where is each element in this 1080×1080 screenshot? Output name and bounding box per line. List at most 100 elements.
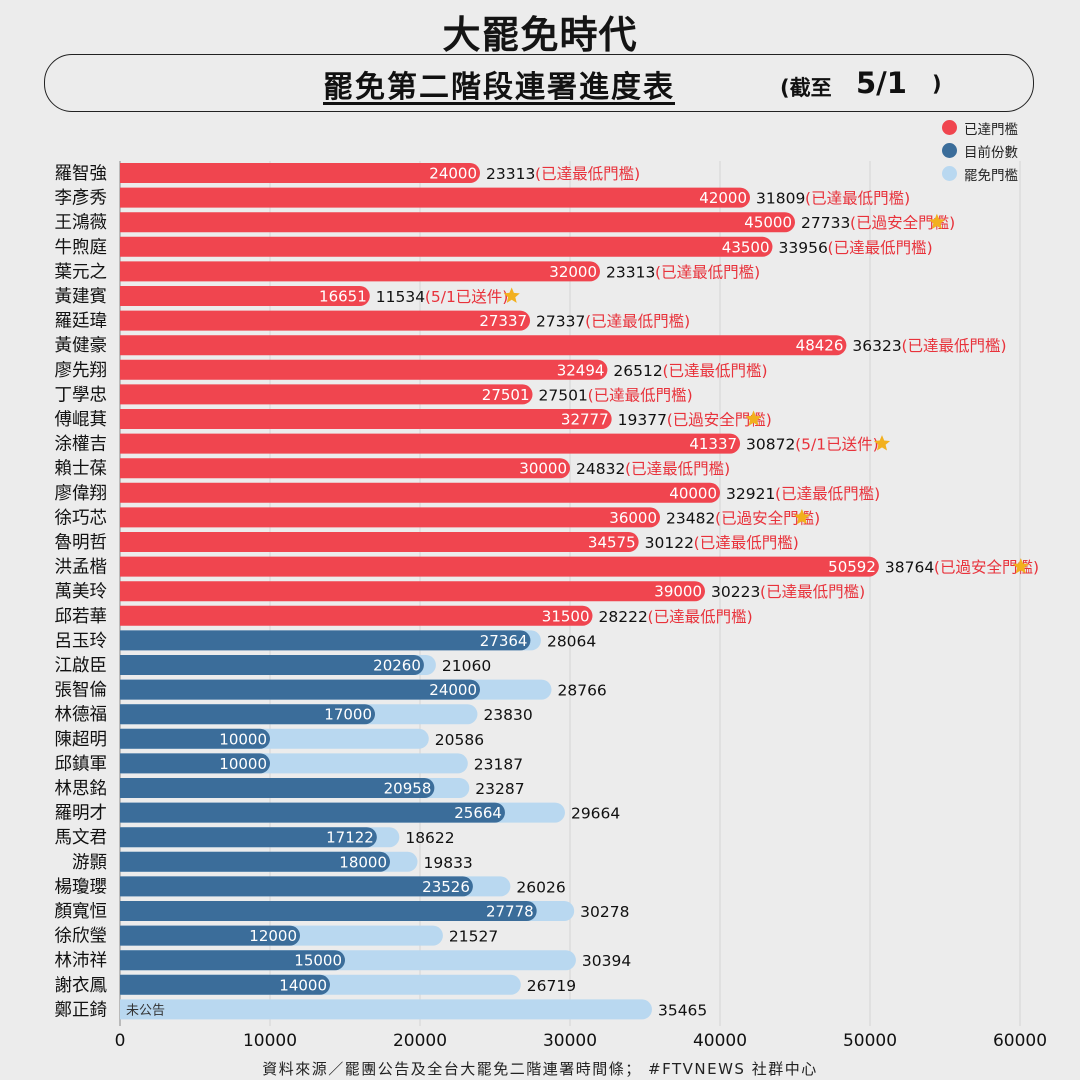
current-bar [120,630,531,651]
current-bar [120,728,270,749]
bar-value-label: 24000 [429,165,477,183]
reached-bar [120,310,531,331]
row-name-label: 張智倫 [55,681,108,701]
threshold-label: 28064 [547,632,596,650]
row-name-label: 鄭正錡 [55,1000,108,1020]
threshold-label: 24832 [576,460,625,478]
x-tick-label: 50000 [843,1031,897,1051]
bar-value-label: 43500 [722,238,770,256]
status-label: (已達最低門檻) [625,460,730,478]
threshold-label: 31809 [756,190,805,208]
row-name-label: 李彥秀 [55,189,108,209]
threshold-label: 18622 [405,829,454,847]
brand-logo: 大罷免時代 [442,12,638,57]
row-name-label: 羅廷瑋 [55,312,108,332]
reached-bar [120,507,660,528]
row-name-label: 羅智強 [55,164,108,184]
bar-value-label: 23526 [422,878,470,896]
bar-value-label: 17000 [324,706,372,724]
reached-bar [120,556,879,577]
threshold-label: 30278 [580,903,629,921]
row-name-label: 賴士葆 [55,459,108,479]
row-name-label: 黃建賓 [55,287,108,307]
row-name-label: 魯明哲 [55,533,108,553]
row-name-label: 廖偉翔 [55,484,108,504]
threshold-label: 33956 [779,239,828,257]
bar-value-label: 27364 [480,632,528,650]
bar-value-label: 18000 [339,853,387,871]
x-tick-label: 0 [115,1031,126,1051]
row-name-label: 顏寬恒 [55,902,108,922]
status-label: (已過安全門檻) [715,509,820,527]
title-date-suffix: ) [932,72,942,96]
reached-bar [120,433,741,454]
bar-value-label: 27337 [479,312,527,330]
status-label: (已達最低門檻) [585,313,690,331]
x-tick-label: 60000 [993,1031,1047,1051]
bar-value-label: 34575 [588,534,636,552]
threshold-label: 28766 [557,682,606,700]
reached-bar [120,212,795,233]
bar-value-label: 27778 [486,903,534,921]
threshold-label: 38764 [885,559,934,577]
bar-value-label: 42000 [699,189,747,207]
reached-bar [120,236,773,257]
threshold-label: 30394 [582,952,631,970]
threshold-label: 27733 [801,214,850,232]
threshold-label: 23313 [606,263,655,281]
row-name-label: 林德福 [55,705,108,725]
star-icon [793,508,810,525]
bar-value-label: 20260 [373,657,421,675]
row-name-label: 涂權吉 [55,435,108,455]
star-icon [503,287,520,303]
reached-bar [120,286,370,306]
row-name-label: 馬文君 [55,828,108,848]
row-name-label: 徐欣瑩 [55,927,108,947]
bar-value-label: 48426 [796,337,844,355]
row-name-label: 廖先翔 [55,361,108,381]
title-date: 5/1 [856,66,907,100]
legend-swatch-current [942,143,957,158]
status-label: (已過安全門檻) [934,559,1039,577]
x-tick-label: 10000 [243,1031,297,1051]
threshold-bar [120,999,652,1020]
row-name-label: 林沛祥 [55,951,108,971]
bar-value-label: 14000 [279,976,327,994]
bar-value-label: 40000 [669,484,717,502]
row-name-label: 呂玉玲 [55,631,108,651]
status-label: (已達最低門檻) [694,534,799,552]
status-label: (已達最低門檻) [655,263,760,281]
source-footer: 資料來源／罷團公告及全台大罷免二階連署時間條； #FTVNEWS 社群中心 [262,1060,818,1078]
bar-value-label: 16651 [319,288,367,306]
threshold-label: 32921 [726,485,775,503]
row-name-label: 丁學忠 [55,385,108,405]
chart-legend: 已達門檻 目前份數 罷免門檻 [942,116,1018,185]
threshold-label: 21060 [442,657,491,675]
current-bar [120,851,390,872]
legend-label-reached: 已達門檻 [964,121,1018,138]
row-name-label: 徐巧芯 [55,508,108,528]
star-icon [928,213,945,230]
row-name-label: 王鴻薇 [55,213,108,233]
status-label: (已達最低門檻) [588,386,693,404]
bar-value-label: 12000 [249,927,297,945]
legend-label-current: 目前份數 [964,144,1018,161]
current-bar [120,704,375,725]
row-name-label: 謝衣鳳 [55,976,108,996]
legend-item-reached: 已達門檻 [942,116,1018,139]
reached-bar [120,359,608,380]
legend-item-threshold: 罷免門檻 [942,162,1018,185]
bar-value-label: 20958 [384,780,432,798]
threshold-label: 30223 [711,583,760,601]
row-name-label: 羅明才 [55,804,108,824]
legend-label-threshold: 罷免門檻 [964,167,1018,184]
legend-swatch-reached [942,120,957,135]
threshold-label: 19833 [423,854,472,872]
threshold-label: 26026 [516,878,565,896]
threshold-label: 23482 [666,509,715,527]
page-title: 罷免第二階段連署進度表 [323,70,675,105]
status-label: (已達最低門檻) [805,190,910,208]
bar-value-label: 32000 [549,263,597,281]
status-label: (5/1已送件) [795,436,879,454]
